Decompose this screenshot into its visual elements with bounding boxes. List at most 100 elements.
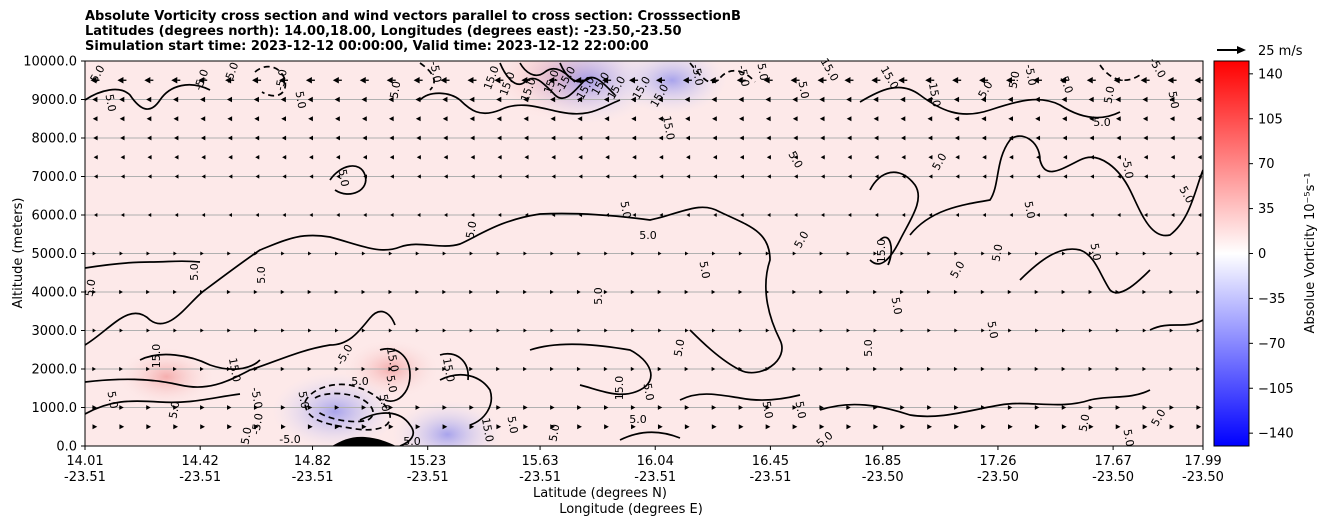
wind-vector-head bbox=[686, 174, 691, 179]
wind-vector-head bbox=[766, 155, 771, 160]
wind-vector-head bbox=[146, 366, 150, 372]
wind-vector-head bbox=[1062, 135, 1067, 141]
wind-vector-head bbox=[898, 76, 905, 84]
wind-vector bbox=[1196, 424, 1202, 430]
wind-vector bbox=[305, 76, 315, 84]
contour-label: 15.0 bbox=[660, 115, 677, 141]
wind-vector bbox=[927, 289, 931, 295]
wind-vector-head bbox=[927, 328, 931, 333]
wind-vector bbox=[765, 289, 770, 295]
wind-vector bbox=[684, 289, 689, 295]
wind-vector bbox=[416, 135, 421, 141]
wind-vector bbox=[873, 424, 879, 430]
contour-5-l bbox=[819, 389, 1151, 418]
wind-vector-head bbox=[336, 174, 341, 179]
wind-vector bbox=[174, 213, 179, 217]
x-tick-label-lat: 16.04 bbox=[637, 454, 674, 469]
wind-vector-head bbox=[496, 366, 500, 372]
wind-vector-head bbox=[739, 155, 744, 160]
wind-vector-head bbox=[1036, 174, 1041, 179]
x-tick-label-lat: 17.99 bbox=[1184, 454, 1221, 469]
wind-vector-head bbox=[308, 251, 312, 256]
wind-vector-head bbox=[307, 96, 313, 103]
wind-vector bbox=[119, 116, 125, 122]
wind-vector-head bbox=[415, 366, 420, 372]
wind-vector-head bbox=[1061, 289, 1066, 295]
wind-vector bbox=[335, 116, 340, 122]
wind-vector-head bbox=[255, 213, 259, 217]
contour-label: 5.0 bbox=[641, 382, 657, 401]
contour-label: 5.0 bbox=[796, 80, 812, 99]
wind-vector bbox=[790, 76, 800, 84]
wind-vector bbox=[119, 96, 125, 103]
wind-vector bbox=[631, 424, 636, 430]
wind-vector bbox=[388, 405, 393, 410]
wind-vector bbox=[442, 289, 447, 295]
wind-vector-head bbox=[442, 424, 448, 430]
wind-vector bbox=[711, 328, 716, 333]
wind-vector bbox=[470, 213, 475, 217]
wind-vector bbox=[1142, 116, 1148, 122]
wind-vector-head bbox=[982, 174, 987, 179]
wind-vector-head bbox=[1144, 174, 1148, 179]
wind-vector bbox=[1036, 213, 1040, 217]
wind-vector-head bbox=[575, 76, 582, 84]
wind-vector-head bbox=[255, 155, 260, 160]
wind-vector-head bbox=[1169, 116, 1175, 122]
wind-vector bbox=[927, 116, 933, 122]
wind-vector bbox=[362, 135, 367, 141]
wind-vector bbox=[576, 366, 581, 372]
wind-vector-head bbox=[1088, 289, 1093, 295]
wind-vector bbox=[417, 213, 421, 217]
contour-label: 5.0 bbox=[403, 435, 421, 448]
wind-vector-head bbox=[255, 174, 260, 179]
wind-vector bbox=[954, 116, 960, 122]
wind-vector-head bbox=[388, 96, 394, 103]
wind-vector bbox=[1036, 174, 1041, 179]
wind-vector bbox=[658, 135, 664, 141]
wind-vector-head bbox=[711, 96, 717, 103]
wind-vector bbox=[982, 213, 986, 217]
wind-vector-head bbox=[308, 328, 312, 333]
wind-vector-head bbox=[765, 328, 770, 333]
contour-label: 5.0 bbox=[639, 229, 657, 242]
wind-vector-head bbox=[658, 251, 662, 256]
wind-vector-head bbox=[604, 135, 610, 141]
wind-vector-head bbox=[119, 116, 125, 122]
wind-vector bbox=[1034, 289, 1039, 295]
wind-vector bbox=[1196, 405, 1201, 410]
wind-vector bbox=[1142, 405, 1147, 410]
wind-vector bbox=[713, 174, 718, 179]
y-axis: 0.0 1000.0 2000.0 3000.0 4000.0 5000.0 6000.0 7… bbox=[23, 55, 85, 455]
wind-vector-head bbox=[173, 135, 179, 141]
wind-vector bbox=[684, 405, 690, 410]
wind-vector bbox=[281, 135, 287, 141]
wind-vector bbox=[281, 116, 286, 122]
wind-vector-head bbox=[92, 289, 96, 295]
wind-vector-head bbox=[1113, 76, 1120, 84]
wind-vector bbox=[955, 174, 960, 179]
wind-vector bbox=[147, 135, 152, 141]
wind-vector-head bbox=[686, 213, 690, 217]
wind-vector-head bbox=[227, 251, 231, 256]
wind-vector-head bbox=[1089, 116, 1094, 122]
wind-vector bbox=[415, 251, 420, 256]
wind-vector bbox=[821, 213, 825, 217]
wind-vector-head bbox=[469, 328, 473, 333]
wind-vector bbox=[496, 289, 500, 295]
wind-vector bbox=[332, 76, 342, 84]
wind-vector bbox=[685, 251, 689, 256]
wind-vector-head bbox=[146, 96, 152, 103]
wind-vector-head bbox=[280, 424, 286, 430]
colorbar-tick-label: 0 bbox=[1258, 247, 1266, 262]
wind-vector-head bbox=[1088, 424, 1094, 430]
wind-vector-head bbox=[1009, 174, 1014, 179]
wind-vector bbox=[1035, 328, 1039, 333]
wind-vector-head bbox=[1142, 405, 1147, 410]
wind-vector-head bbox=[577, 116, 583, 122]
contour-neg5-d bbox=[419, 62, 435, 91]
wind-vector bbox=[575, 76, 585, 84]
wind-vector-head bbox=[334, 328, 339, 333]
wind-vector-head bbox=[467, 76, 474, 84]
wind-vector bbox=[794, 174, 798, 179]
